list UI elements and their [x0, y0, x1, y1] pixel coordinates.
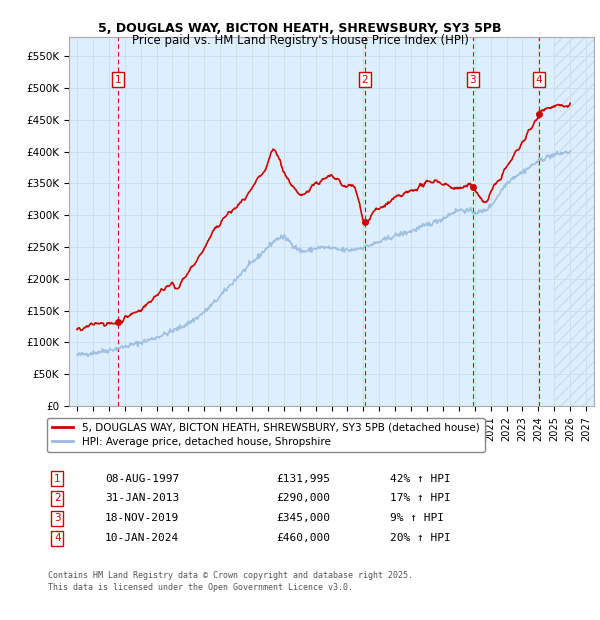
Text: 42% ↑ HPI: 42% ↑ HPI — [390, 474, 451, 484]
Text: 1: 1 — [54, 474, 61, 484]
Text: 18-NOV-2019: 18-NOV-2019 — [105, 513, 179, 523]
Legend: 5, DOUGLAS WAY, BICTON HEATH, SHREWSBURY, SY3 5PB (detached house), HPI: Average: 5, DOUGLAS WAY, BICTON HEATH, SHREWSBURY… — [47, 417, 485, 452]
Text: 5, DOUGLAS WAY, BICTON HEATH, SHREWSBURY, SY3 5PB: 5, DOUGLAS WAY, BICTON HEATH, SHREWSBURY… — [98, 22, 502, 35]
Text: 1: 1 — [115, 74, 122, 84]
Text: 3: 3 — [469, 74, 476, 84]
Text: 17% ↑ HPI: 17% ↑ HPI — [390, 494, 451, 503]
Bar — [554, 37, 594, 406]
Text: This data is licensed under the Open Government Licence v3.0.: This data is licensed under the Open Gov… — [48, 583, 353, 592]
Text: £460,000: £460,000 — [276, 533, 330, 543]
Text: 10-JAN-2024: 10-JAN-2024 — [105, 533, 179, 543]
Text: 08-AUG-1997: 08-AUG-1997 — [105, 474, 179, 484]
Text: £345,000: £345,000 — [276, 513, 330, 523]
Text: Price paid vs. HM Land Registry's House Price Index (HPI): Price paid vs. HM Land Registry's House … — [131, 34, 469, 47]
Text: 4: 4 — [54, 533, 61, 543]
Text: 20% ↑ HPI: 20% ↑ HPI — [390, 533, 451, 543]
Text: Contains HM Land Registry data © Crown copyright and database right 2025.: Contains HM Land Registry data © Crown c… — [48, 571, 413, 580]
Text: 31-JAN-2013: 31-JAN-2013 — [105, 494, 179, 503]
Text: £131,995: £131,995 — [276, 474, 330, 484]
Text: 4: 4 — [535, 74, 542, 84]
Text: £290,000: £290,000 — [276, 494, 330, 503]
Text: 3: 3 — [54, 513, 61, 523]
Text: 2: 2 — [54, 494, 61, 503]
Text: 9% ↑ HPI: 9% ↑ HPI — [390, 513, 444, 523]
Text: 2: 2 — [361, 74, 368, 84]
